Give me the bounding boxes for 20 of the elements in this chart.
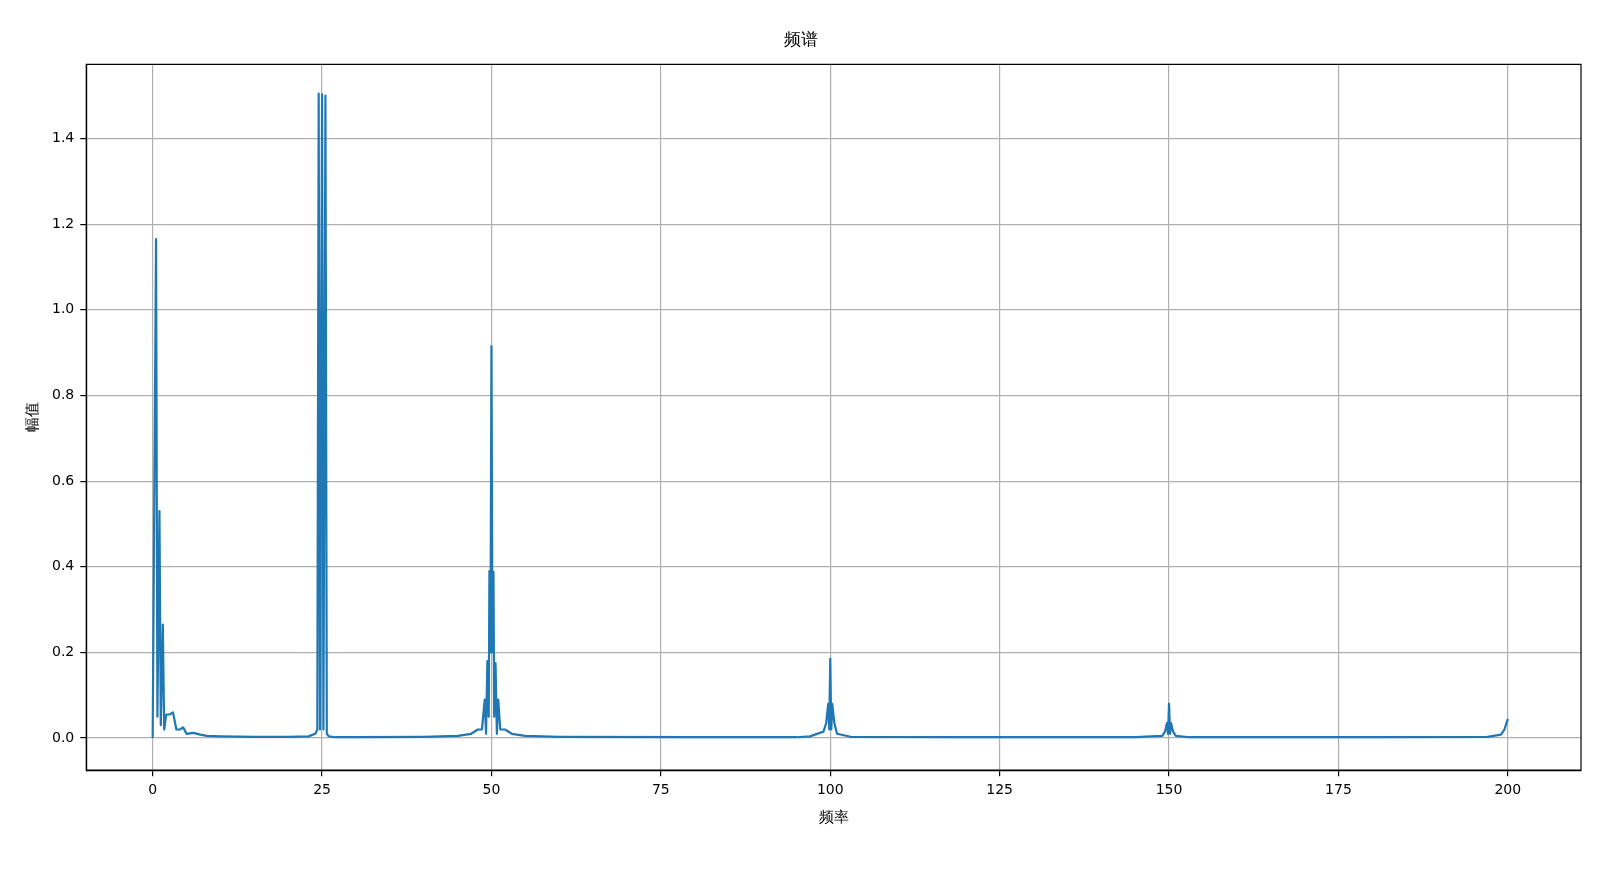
- y-tick-label: 0.2: [52, 643, 75, 660]
- y-tick-label: 0.8: [52, 386, 75, 403]
- x-tick-label: 50: [482, 781, 501, 798]
- x-tick-label: 0: [148, 781, 158, 798]
- y-tick-label: 1.2: [52, 214, 75, 231]
- y-axis-title: 幅值: [22, 402, 41, 433]
- x-tick-label: 125: [986, 781, 1014, 798]
- y-tick-label: 1.0: [52, 300, 75, 317]
- x-tick-label: 25: [313, 781, 331, 798]
- x-axis-title: 频率: [818, 807, 849, 826]
- y-tick-label: 0.0: [52, 728, 75, 745]
- y-tick-label: 0.6: [52, 471, 75, 488]
- y-tick-label: 0.4: [52, 557, 75, 574]
- chart-title: 频谱: [783, 28, 818, 49]
- x-tick-label: 75: [651, 781, 670, 798]
- x-tick-label: 100: [816, 781, 844, 798]
- x-tick-label: 150: [1155, 781, 1183, 798]
- x-tick-label: 200: [1494, 781, 1522, 798]
- x-tick-label: 175: [1325, 781, 1352, 798]
- y-tick-label: 1.4: [52, 129, 75, 146]
